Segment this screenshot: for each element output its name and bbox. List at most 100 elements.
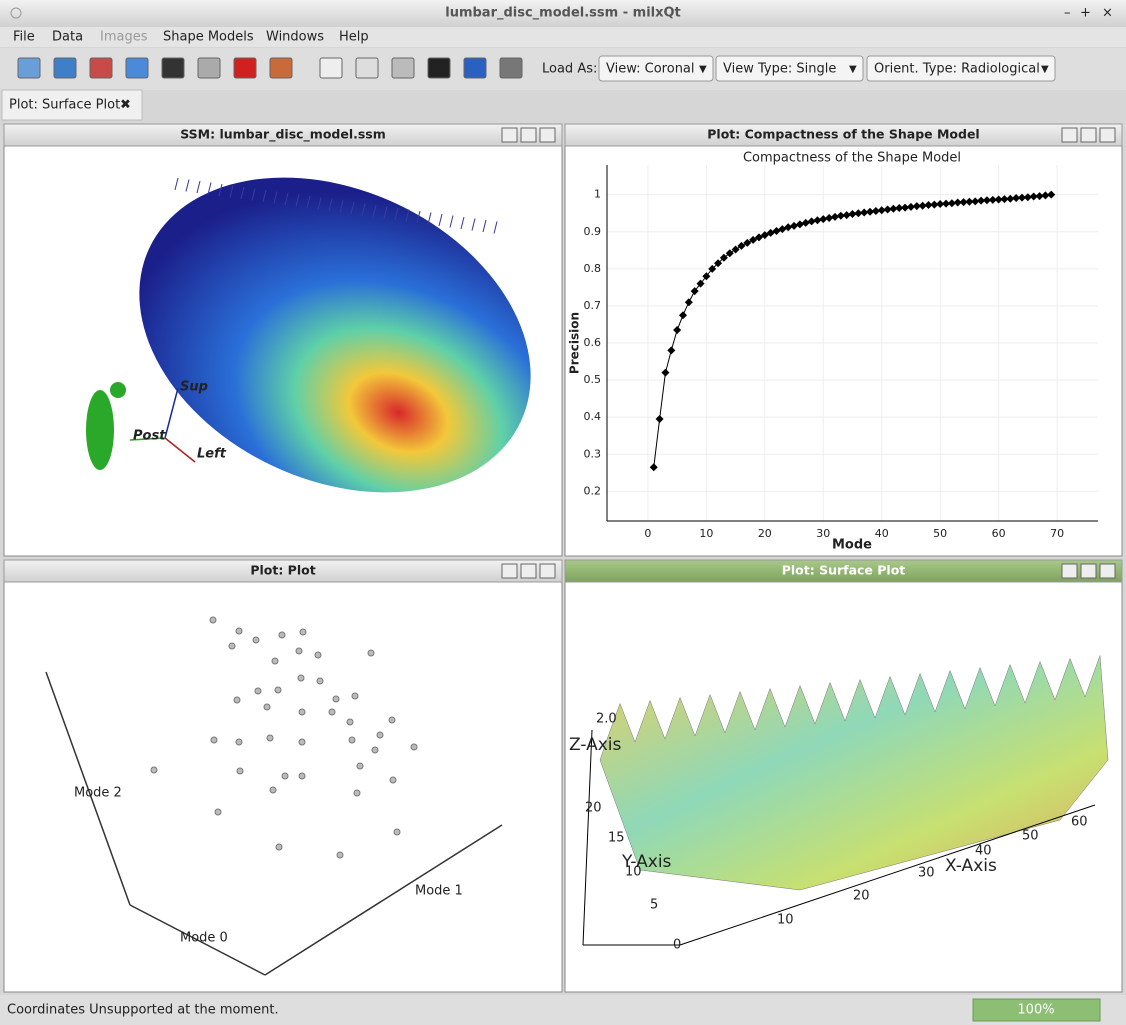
scatter-point (388, 716, 396, 724)
scatter-point (316, 677, 324, 685)
menu-item[interactable]: File (13, 30, 35, 45)
data-point (1000, 195, 1009, 204)
toolbar-button[interactable] (319, 57, 343, 79)
scatter-point (376, 731, 384, 739)
surface (599, 655, 1109, 891)
toolbar-button[interactable] (391, 57, 415, 79)
data-point (988, 195, 997, 204)
toolbar-button[interactable] (355, 57, 379, 79)
data-point (708, 264, 717, 273)
data-point (690, 287, 699, 296)
y-tick-label: 1 (594, 188, 601, 201)
data-point (936, 199, 945, 208)
scatter-point (228, 642, 236, 650)
figure-body (86, 390, 114, 470)
panel-button[interactable] (1080, 127, 1097, 143)
panel-button[interactable] (520, 563, 537, 579)
menu-item[interactable]: Help (339, 30, 369, 45)
data-point (655, 415, 664, 424)
panel-button[interactable] (520, 127, 537, 143)
data-point (749, 235, 758, 244)
data-point (924, 201, 933, 210)
normal-vector (328, 198, 333, 212)
data-point (661, 368, 670, 377)
data-point (977, 196, 986, 205)
dropdown[interactable] (866, 55, 1056, 82)
toolbar-button[interactable] (269, 57, 293, 79)
scatter-point (298, 772, 306, 780)
normal-vector (207, 182, 212, 195)
axis-3d (129, 904, 266, 976)
dropdown[interactable] (715, 55, 864, 82)
x-tick-label: 40 (875, 527, 889, 540)
normal-vector (284, 192, 289, 206)
data-point (1029, 192, 1038, 201)
panel-title: Plot: Surface Plot (782, 563, 906, 578)
menu-item[interactable]: Data (52, 30, 83, 45)
panel-title: SSM: lumbar_disc_model.ssm (180, 127, 386, 143)
data-point (871, 206, 880, 215)
toolbar-button[interactable] (161, 57, 185, 79)
menu-item[interactable]: Shape Models (163, 30, 254, 45)
load-as-label: Load As: (542, 62, 597, 77)
menu-item[interactable]: Images (100, 30, 148, 45)
data-point (971, 197, 980, 206)
scatter-point (281, 772, 289, 780)
dropdown[interactable] (598, 55, 714, 82)
normal-vector (240, 186, 245, 200)
toolbar-button[interactable] (463, 57, 487, 79)
data-point (953, 198, 962, 207)
scatter-point (314, 651, 322, 659)
z-tick-label: 2.0 (596, 712, 617, 727)
y-tick-label: 0.7 (584, 299, 602, 312)
panel-button[interactable] (1061, 563, 1078, 579)
data-point (696, 279, 705, 288)
maximize-button[interactable]: + (1080, 6, 1091, 21)
orientation-axis (164, 437, 196, 463)
scatter-point (351, 692, 359, 700)
minimize-button[interactable]: – (1064, 6, 1071, 21)
data-point (678, 311, 687, 320)
scatter-point (278, 631, 286, 639)
data-point (889, 204, 898, 213)
panel-button[interactable] (1061, 127, 1078, 143)
window-title: lumbar_disc_model.ssm - milxQt (445, 6, 681, 21)
y-tick-label: 15 (608, 831, 625, 846)
panel-button[interactable] (1099, 563, 1116, 579)
tab-close[interactable]: ✖ (120, 98, 131, 113)
tab[interactable] (1, 89, 143, 121)
scatter-point (252, 636, 260, 644)
normal-vector (493, 221, 498, 234)
panel-button[interactable] (501, 127, 518, 143)
panel-button[interactable] (539, 563, 556, 579)
normal-vector (306, 195, 311, 209)
y-tick-label: 0 (673, 938, 681, 953)
scatter-point (336, 851, 344, 859)
data-point (784, 223, 793, 232)
toolbar-button[interactable] (125, 57, 149, 79)
chart-title: Compactness of the Shape Model (743, 151, 961, 166)
panel-button[interactable] (1099, 127, 1116, 143)
toolbar-button[interactable] (197, 57, 221, 79)
panel-button[interactable] (501, 563, 518, 579)
toolbar-button[interactable] (89, 57, 113, 79)
normal-vector (471, 218, 476, 231)
panel-title-bar (3, 559, 563, 583)
toolbar-button[interactable] (17, 57, 41, 79)
status-bar (0, 995, 1126, 1025)
menu-item[interactable]: Windows (266, 30, 324, 45)
scatter-point (299, 628, 307, 636)
axis-3d (45, 671, 131, 906)
toolbar-button[interactable] (233, 57, 257, 79)
data-point (982, 196, 991, 205)
data-point (714, 259, 723, 268)
panel-button[interactable] (1080, 563, 1097, 579)
toolbar-button[interactable] (499, 57, 523, 79)
toolbar-button[interactable] (53, 57, 77, 79)
normal-vector (482, 219, 487, 233)
normal-vector (251, 188, 256, 201)
close-button[interactable]: × (1102, 6, 1113, 21)
x-tick-label: 20 (758, 527, 772, 540)
toolbar-button[interactable] (427, 57, 451, 79)
panel-button[interactable] (539, 127, 556, 143)
